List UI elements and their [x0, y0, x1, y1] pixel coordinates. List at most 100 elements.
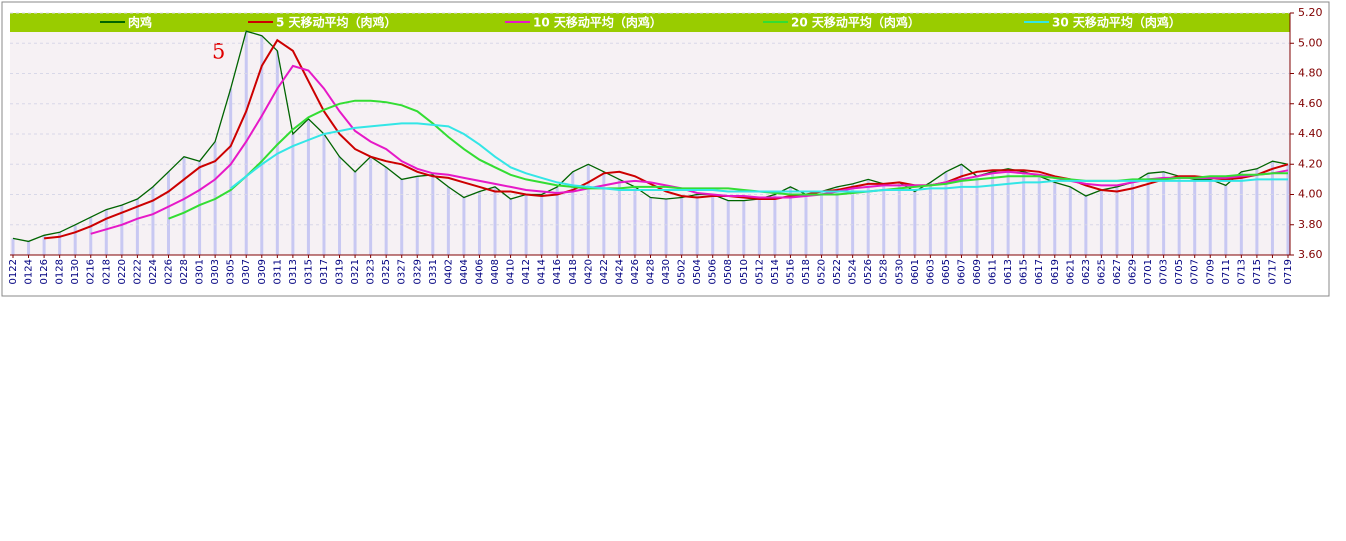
y-tick-label: 3.80 — [1298, 218, 1323, 231]
x-tick-label: 0623 — [1081, 259, 1092, 284]
x-tick-label: 0321 — [350, 259, 361, 284]
x-tick-label: 0619 — [1050, 259, 1061, 284]
bar — [1193, 179, 1197, 255]
bar — [1131, 182, 1135, 255]
bar — [400, 179, 404, 255]
bar — [104, 209, 108, 255]
x-tick-label: 0408 — [490, 259, 501, 284]
x-tick-label: 0428 — [646, 259, 657, 284]
x-tick-label: 0220 — [117, 259, 128, 284]
x-tick-label: 0305 — [226, 259, 237, 284]
bar — [695, 194, 699, 255]
bar — [89, 217, 93, 255]
bar — [726, 200, 730, 255]
x-tick-label: 0508 — [723, 259, 734, 284]
bar — [1286, 164, 1290, 255]
bar — [58, 232, 62, 255]
bar — [415, 176, 419, 255]
x-tick-label: 0309 — [257, 259, 268, 284]
bar — [477, 191, 481, 255]
bar — [680, 197, 684, 255]
bar — [913, 191, 917, 255]
bar — [338, 156, 342, 255]
bar — [835, 186, 839, 255]
x-tick-label: 0317 — [319, 259, 330, 284]
x-tick-label: 0311 — [272, 259, 283, 284]
x-tick-label: 0625 — [1096, 259, 1107, 284]
bar — [928, 182, 932, 255]
x-tick-label: 0422 — [599, 259, 610, 284]
x-tick-label: 0323 — [366, 259, 377, 284]
x-tick-label: 0701 — [1143, 259, 1154, 284]
bar — [11, 238, 15, 255]
bar — [1270, 161, 1274, 255]
legend-band — [10, 13, 1290, 32]
bar — [804, 194, 808, 255]
bar — [991, 171, 995, 255]
bar — [820, 191, 824, 255]
bar — [151, 186, 155, 255]
annotation: 5 — [212, 40, 225, 64]
x-tick-label: 0414 — [537, 259, 548, 284]
bar — [1208, 179, 1212, 255]
bar — [851, 183, 855, 255]
x-tick-label: 0719 — [1283, 259, 1294, 284]
bar — [431, 174, 435, 255]
x-tick-label: 0412 — [521, 259, 532, 284]
x-tick-label: 0303 — [210, 259, 221, 284]
bar — [384, 167, 388, 255]
bar — [602, 171, 606, 255]
x-tick-label: 0502 — [677, 259, 688, 284]
legend-label: 20 天移动平均（肉鸡） — [791, 15, 920, 30]
bar — [897, 182, 901, 255]
x-tick-label: 0301 — [195, 259, 206, 284]
bar — [540, 194, 544, 255]
x-tick-label: 0329 — [412, 259, 423, 284]
bar — [353, 171, 357, 255]
x-tick-label: 0514 — [770, 259, 781, 284]
bar — [1068, 186, 1072, 255]
x-tick-label: 0522 — [832, 259, 843, 284]
x-tick-label: 0424 — [614, 259, 625, 284]
bar — [462, 197, 466, 255]
bar — [866, 179, 870, 255]
x-tick-label: 0222 — [132, 259, 143, 284]
x-tick-label: 0609 — [972, 259, 983, 284]
bar — [1099, 189, 1103, 255]
x-tick-label: 0402 — [443, 259, 454, 284]
bar — [664, 199, 668, 255]
x-tick-label: 0430 — [661, 259, 672, 284]
y-tick-label: 4.40 — [1298, 127, 1323, 140]
bar — [975, 176, 979, 255]
series-line — [230, 122, 1288, 193]
x-tick-label: 0717 — [1267, 259, 1278, 284]
x-tick-label: 0426 — [630, 259, 641, 284]
x-tick-label: 0224 — [148, 259, 159, 284]
y-tick-label: 5.00 — [1298, 36, 1323, 49]
bar — [260, 35, 264, 255]
bar — [306, 118, 310, 255]
bar — [446, 186, 450, 255]
bar — [571, 171, 575, 255]
x-tick-label: 0629 — [1128, 259, 1139, 284]
bar — [1239, 171, 1243, 255]
bar — [198, 161, 202, 255]
x-tick-label: 0520 — [817, 259, 828, 284]
bar — [42, 235, 46, 255]
x-tick-label: 0506 — [708, 259, 719, 284]
bar — [882, 183, 886, 255]
legend-label: 5 天移动平均（肉鸡） — [276, 15, 397, 30]
x-tick-label: 0122 — [8, 259, 19, 284]
x-tick-label: 0216 — [86, 259, 97, 284]
x-tick-label: 0709 — [1205, 259, 1216, 284]
x-tick-label: 0526 — [863, 259, 874, 284]
bar — [120, 205, 124, 255]
x-tick-label: 0528 — [879, 259, 890, 284]
x-tick-label: 0406 — [474, 259, 485, 284]
bar — [1162, 171, 1166, 255]
x-tick-label: 0615 — [1019, 259, 1030, 284]
x-tick-label: 0605 — [941, 259, 952, 284]
y-tick-label: 4.20 — [1298, 157, 1323, 170]
bar — [1115, 186, 1119, 255]
bar — [757, 199, 761, 255]
